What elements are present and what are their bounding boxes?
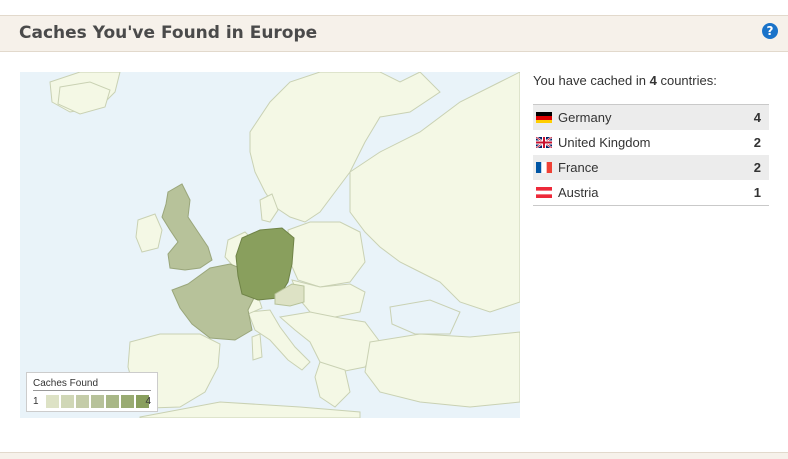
land-denmark xyxy=(259,193,279,223)
france-flag-icon xyxy=(536,162,552,173)
country-row: Germany 4 xyxy=(533,105,769,130)
legend-swatch xyxy=(90,394,105,409)
legend-min: 1 xyxy=(33,396,39,407)
uk-flag-icon xyxy=(536,137,552,148)
legend-title: Caches Found xyxy=(33,378,99,389)
legend-divider xyxy=(33,390,151,391)
legend-swatch xyxy=(60,394,75,409)
map-legend: Caches Found 1 4 xyxy=(26,372,158,412)
legend-swatch xyxy=(105,394,120,409)
country-row: United Kingdom 2 xyxy=(533,130,769,155)
country-list: Germany 4 United Kingdom 2 France 2 Aust… xyxy=(533,104,769,206)
summary-prefix: You have cached in xyxy=(533,73,650,88)
summary-text: You have cached in 4 countries: xyxy=(533,73,717,88)
country-count: 2 xyxy=(753,160,761,175)
legend-swatch xyxy=(135,394,150,409)
land-central xyxy=(291,279,366,319)
land-africa xyxy=(139,401,361,418)
legend-swatch xyxy=(120,394,135,409)
land-ireland xyxy=(135,213,163,253)
country-count: 4 xyxy=(753,110,761,125)
black-sea xyxy=(389,299,461,335)
country-name: United Kingdom xyxy=(558,135,651,150)
land-balkans xyxy=(278,311,381,373)
map-svg xyxy=(49,72,520,418)
panel-header: Caches You've Found in Europe ? xyxy=(0,15,788,52)
panel-title: Caches You've Found in Europe xyxy=(19,23,318,43)
country-name: France xyxy=(558,160,599,175)
land-corsica xyxy=(251,333,263,361)
country-austria xyxy=(274,283,305,307)
country-united-kingdom xyxy=(161,183,213,271)
germany-flag-icon xyxy=(536,112,552,123)
country-name: Austria xyxy=(558,185,599,200)
country-name: Germany xyxy=(558,110,612,125)
legend-max: 4 xyxy=(145,396,151,407)
help-icon[interactable]: ? xyxy=(762,23,778,39)
land-greece xyxy=(314,361,351,408)
country-count: 1 xyxy=(753,185,761,200)
land-poland xyxy=(287,221,366,288)
europe-map[interactable]: Caches Found 1 4 xyxy=(20,72,520,418)
country-france xyxy=(171,263,259,341)
austria-flag-icon xyxy=(536,187,552,198)
next-panel-header xyxy=(0,452,788,459)
land-east xyxy=(349,72,520,313)
land-iceland xyxy=(57,81,111,115)
summary-count: 4 xyxy=(649,73,657,88)
country-count: 2 xyxy=(753,135,761,150)
legend-swatch xyxy=(75,394,90,409)
legend-swatch xyxy=(45,394,60,409)
country-row: Austria 1 xyxy=(533,180,769,205)
country-row: France 2 xyxy=(533,155,769,180)
legend-color-scale xyxy=(45,394,150,409)
land-italy xyxy=(247,309,311,371)
land-turkey xyxy=(364,331,520,408)
summary-suffix: countries: xyxy=(656,73,717,88)
